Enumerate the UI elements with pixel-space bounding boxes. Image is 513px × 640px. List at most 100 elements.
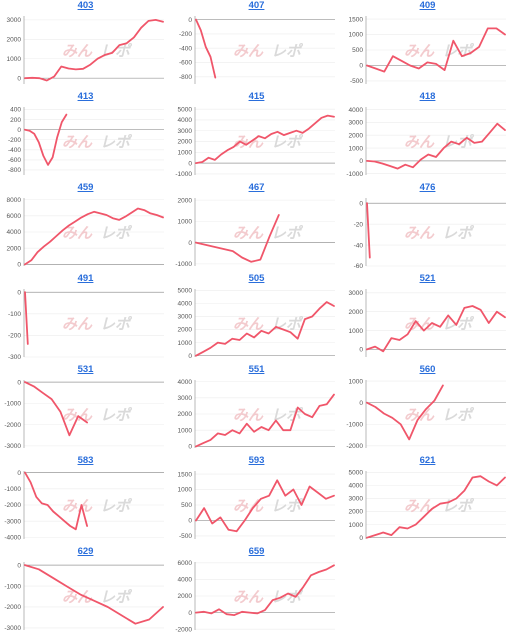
chart-title-link[interactable]: 505 <box>248 273 265 284</box>
series-line <box>195 114 335 164</box>
y-tick-label: 200 <box>10 117 21 124</box>
svg-text:レポ: レポ <box>442 315 475 333</box>
svg-text:レポ: レポ <box>271 42 304 60</box>
line-chart: 0 -1000 -2000 -3000 -4000 みん レポ <box>4 470 164 542</box>
svg-text:レポ: レポ <box>442 406 475 424</box>
line-chart: 5000 4000 3000 2000 1000 0 みん レポ <box>349 470 506 542</box>
chart-title-link[interactable]: 593 <box>248 455 265 466</box>
y-tick-label: 4000 <box>178 379 193 386</box>
chart-title-link[interactable]: 583 <box>77 455 94 466</box>
chart-title-link[interactable]: 560 <box>419 364 436 375</box>
chart-title-link[interactable]: 407 <box>248 0 265 11</box>
svg-text:みん: みん <box>233 406 264 424</box>
line-chart: 8000 6000 4000 2000 0 みん レポ <box>7 197 164 269</box>
line-chart: 4000 3000 2000 1000 0 みん レポ <box>178 379 335 451</box>
y-tick-label: 6000 <box>7 213 22 220</box>
y-tick-label: -500 <box>179 533 192 540</box>
y-tick-label: -200 <box>8 137 21 144</box>
line-chart: 1000 0 -1000 -2000 みん レポ <box>346 378 506 450</box>
y-tick-label: 4000 <box>349 483 364 490</box>
svg-text:レポ: レポ <box>100 406 133 424</box>
svg-text:みん: みん <box>404 224 435 242</box>
chart-title-link[interactable]: 403 <box>77 0 94 11</box>
chart-panel: 621 5000 4000 3000 2000 1000 0 みん レポ <box>342 455 513 546</box>
series-line <box>195 214 280 263</box>
chart-panel: 531 0 -1000 -2000 -3000 みん レポ <box>0 364 171 455</box>
y-tick-label: 4000 <box>349 107 364 114</box>
chart-title-link[interactable]: 476 <box>419 182 436 193</box>
svg-text:レポ: レポ <box>100 42 133 60</box>
chart-title-link[interactable]: 521 <box>419 273 436 284</box>
y-tick-label: -40 <box>354 242 364 249</box>
y-tick-label: 3000 <box>349 290 364 297</box>
y-tick-label: 2000 <box>178 327 193 334</box>
chart-title-link[interactable]: 551 <box>248 364 265 375</box>
line-chart: 0 -20 -40 -60 みん レポ <box>354 198 506 270</box>
y-tick-label: 4000 <box>178 577 193 584</box>
y-tick-label: 2000 <box>178 197 193 204</box>
chart-title-link[interactable]: 413 <box>77 91 94 102</box>
y-tick-label: 0 <box>188 353 192 360</box>
y-tick-label: -2000 <box>4 422 21 429</box>
series-line <box>366 202 371 259</box>
y-tick-label: 2000 <box>178 139 193 146</box>
y-tick-label: -1000 <box>175 171 192 178</box>
y-tick-label: -1000 <box>4 401 21 408</box>
y-tick-label: 2000 <box>178 593 193 600</box>
chart-title-link[interactable]: 491 <box>77 273 94 284</box>
chart-panel: 560 1000 0 -1000 -2000 みん レポ <box>342 364 513 455</box>
chart-panel: 491 0 -100 -200 -300 みん レポ <box>0 273 171 364</box>
chart-panel: 413 400 200 0 -200 -400 -600 -800 みん レポ <box>0 91 171 182</box>
chart-title-link[interactable]: 418 <box>419 91 436 102</box>
y-tick-label: -2000 <box>4 502 21 509</box>
chart-title-link[interactable]: 621 <box>419 455 436 466</box>
svg-text:みん: みん <box>233 224 264 242</box>
svg-text:レポ: レポ <box>100 133 133 151</box>
line-chart: 6000 4000 2000 0 -2000 みん レポ <box>175 560 335 633</box>
series-line <box>195 564 335 616</box>
y-tick-label: 5000 <box>178 288 193 295</box>
line-chart: 0 -100 -200 -300 みん レポ <box>8 289 164 361</box>
chart-title-link[interactable]: 629 <box>77 546 94 557</box>
watermark-logo: みん レポ <box>62 406 133 424</box>
svg-text:レポ: レポ <box>100 497 133 515</box>
svg-text:みん: みん <box>404 42 435 60</box>
y-tick-label: 2000 <box>178 411 193 418</box>
y-tick-label: 3000 <box>349 496 364 503</box>
y-tick-label: 0 <box>17 262 21 269</box>
svg-text:みん: みん <box>62 588 93 606</box>
y-tick-label: -300 <box>8 354 21 361</box>
y-tick-label: 4000 <box>178 301 193 308</box>
chart-title-link[interactable]: 531 <box>77 364 94 375</box>
series-line <box>366 122 506 170</box>
chart-panel: 467 2000 1000 0 -1000 みん レポ <box>171 182 342 273</box>
line-chart: 0 -1000 -2000 -3000 みん レポ <box>4 379 164 450</box>
y-tick-label: 6000 <box>178 560 193 567</box>
y-tick-label: -500 <box>350 78 363 85</box>
y-tick-label: -1000 <box>346 171 363 178</box>
series-line <box>366 384 444 441</box>
chart-title-link[interactable]: 459 <box>77 182 94 193</box>
y-tick-label: 0 <box>17 562 21 569</box>
chart-title-link[interactable]: 467 <box>248 182 265 193</box>
y-tick-label: 1000 <box>349 328 364 335</box>
line-chart: 1500 1000 500 0 -500 みん レポ <box>178 471 335 540</box>
chart-panel: 551 4000 3000 2000 1000 0 みん レポ <box>171 364 342 455</box>
chart-title-link[interactable]: 659 <box>248 546 265 557</box>
y-tick-label: 500 <box>181 502 192 509</box>
chart-title-link[interactable]: 409 <box>419 0 436 11</box>
y-tick-label: 1500 <box>178 471 193 478</box>
y-tick-label: 2000 <box>7 245 22 252</box>
y-tick-label: -1000 <box>175 261 192 268</box>
y-tick-label: 5000 <box>349 470 364 477</box>
chart-panel: 418 4000 3000 2000 1000 0 -1000 みん レポ <box>342 91 513 182</box>
watermark-logo: みん レポ <box>62 315 133 333</box>
series-line <box>195 301 335 357</box>
line-chart: 3000 2000 1000 0 みん レポ <box>7 16 164 84</box>
y-tick-label: 8000 <box>7 197 22 204</box>
chart-panel: 407 0 -200 -400 -600 -800 みん レポ <box>171 0 342 91</box>
svg-text:みん: みん <box>233 497 264 515</box>
svg-text:レポ: レポ <box>271 588 304 606</box>
watermark-logo: みん レポ <box>404 497 475 515</box>
chart-title-link[interactable]: 415 <box>248 91 265 102</box>
